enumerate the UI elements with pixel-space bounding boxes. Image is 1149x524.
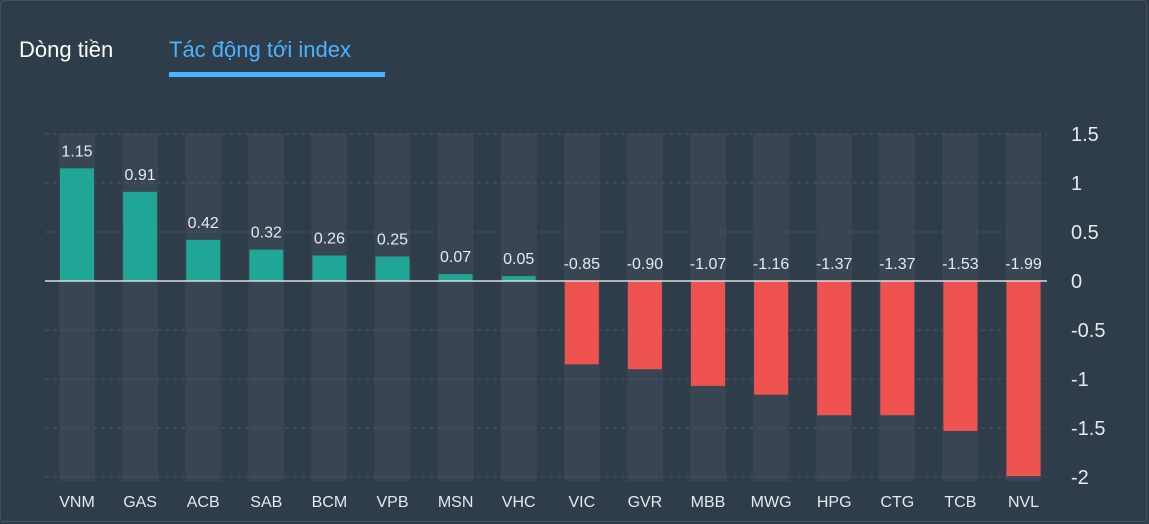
bar-msn: [438, 274, 473, 281]
column-background: [248, 134, 285, 481]
column-background: [122, 134, 159, 481]
x-tick-label: GAS: [123, 494, 157, 511]
bar-vpb: [375, 256, 410, 281]
x-tick-label: GVR: [628, 494, 663, 511]
x-tick-label: VIC: [568, 494, 595, 511]
column-background: [437, 134, 474, 481]
bar-nvl: [1006, 281, 1041, 477]
x-tick-label: CTG: [880, 494, 914, 511]
data-label: 1.15: [61, 143, 92, 160]
tab-cash-flow[interactable]: Dòng tiền: [19, 37, 114, 62]
data-label: 0.05: [503, 251, 534, 268]
x-tick-label: SAB: [250, 494, 282, 511]
x-tick-label: MWG: [751, 494, 792, 511]
bar-gvr: [627, 281, 662, 370]
x-tick-label: NVL: [1008, 494, 1039, 511]
active-tab-indicator: [169, 72, 385, 77]
data-label: 0.25: [377, 232, 408, 249]
bar-gas: [123, 191, 158, 281]
data-label: 0.91: [125, 167, 156, 184]
column-background: [311, 134, 348, 481]
bar-hpg: [817, 281, 852, 416]
column-background: [374, 134, 411, 481]
y-tick-label: 1: [1071, 173, 1082, 195]
y-tick-label: 1.5: [1071, 124, 1099, 146]
data-label: 0.07: [440, 249, 471, 266]
bar-sab: [249, 249, 284, 281]
x-tick-label: ACB: [187, 494, 220, 511]
data-label: 0.42: [188, 215, 219, 232]
x-tick-label: HPG: [817, 494, 852, 511]
y-tick-label: -1.5: [1071, 418, 1105, 440]
column-background: [185, 134, 222, 481]
data-label: -1.53: [942, 256, 979, 273]
bar-ctg: [880, 281, 915, 416]
bar-vhc: [501, 276, 536, 281]
x-tick-label: VPB: [376, 494, 408, 511]
data-label: -0.90: [627, 256, 664, 273]
data-label: -1.37: [879, 256, 916, 273]
tab-index-impact[interactable]: Tác động tới index: [169, 37, 351, 62]
data-label: -1.07: [690, 256, 727, 273]
bar-vnm: [60, 168, 94, 281]
bar-vic: [564, 281, 599, 365]
x-tick-label: BCM: [312, 494, 348, 511]
data-label: -0.85: [564, 256, 601, 273]
column-background: [500, 134, 537, 481]
x-tick-label: MBB: [691, 494, 726, 511]
bar-tcb: [943, 281, 978, 431]
y-tick-label: 0: [1071, 271, 1082, 293]
y-tick-label: -1: [1071, 369, 1089, 391]
y-tick-label: -0.5: [1071, 320, 1105, 342]
y-tick-label: -2: [1071, 467, 1089, 489]
x-tick-label: VHC: [502, 494, 536, 511]
data-label: 0.32: [251, 225, 282, 242]
bar-mwg: [754, 281, 789, 395]
bar-mbb: [691, 281, 725, 386]
x-tick-label: TCB: [944, 494, 976, 511]
x-tick-label: MSN: [438, 494, 474, 511]
data-label: 0.26: [314, 231, 345, 248]
data-label: -1.16: [753, 256, 790, 273]
bar-bcm: [312, 255, 347, 281]
data-label: -1.37: [816, 256, 853, 273]
data-label: -1.99: [1005, 256, 1042, 273]
y-tick-label: 0.5: [1071, 222, 1099, 244]
x-tick-label: VNM: [59, 494, 95, 511]
bar-acb: [186, 239, 221, 281]
